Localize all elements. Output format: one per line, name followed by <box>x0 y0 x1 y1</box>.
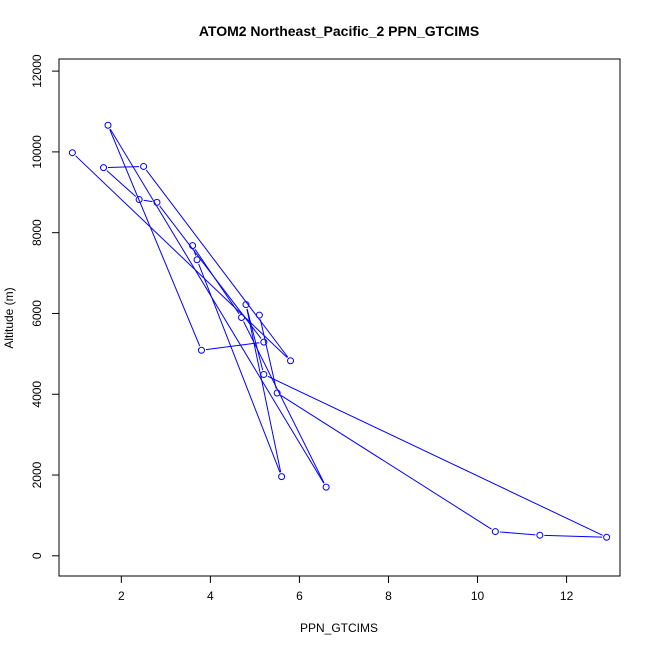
series-segment <box>259 319 277 389</box>
series-segment <box>198 263 281 473</box>
data-point <box>135 196 143 204</box>
series-segment <box>544 534 603 538</box>
series-segment <box>106 170 137 197</box>
series-segment <box>145 169 289 358</box>
series-segment <box>280 395 492 530</box>
data-point <box>260 338 268 346</box>
y-tick-label: 10000 <box>30 135 44 169</box>
data-point <box>68 149 76 157</box>
chart-title: ATOM2 Northeast_Pacific_2 PPN_GTCIMS <box>199 23 479 39</box>
data-point <box>536 531 544 539</box>
y-axis: 0 2000 4000 6000 8000 10000 12000 <box>30 54 60 559</box>
series-line <box>75 128 603 538</box>
data-point <box>140 162 148 170</box>
y-tick-label: 2000 <box>30 461 44 488</box>
y-tick-label: 6000 <box>30 300 44 327</box>
data-point <box>153 198 161 206</box>
series-points <box>68 121 611 541</box>
x-tick-label: 4 <box>207 589 214 603</box>
y-tick-label: 8000 <box>30 219 44 246</box>
x-axis-label: PPN_GTCIMS <box>300 621 378 635</box>
data-point <box>104 121 112 129</box>
x-tick-label: 6 <box>296 589 303 603</box>
data-point <box>287 357 295 365</box>
data-point <box>255 311 263 319</box>
series-segment <box>108 166 140 169</box>
data-point <box>278 473 286 481</box>
data-point <box>491 528 499 536</box>
y-tick-label: 4000 <box>30 381 44 408</box>
series-segment <box>75 155 288 358</box>
x-tick-label: 10 <box>471 589 485 603</box>
series-segment <box>246 308 264 371</box>
y-axis-label: Altitude (m) <box>2 287 16 348</box>
data-point <box>193 256 201 264</box>
data-point <box>322 483 330 491</box>
data-point <box>260 370 268 378</box>
data-point <box>189 242 197 250</box>
series-segment <box>193 249 197 256</box>
series-segment <box>499 531 536 536</box>
x-tick-label: 12 <box>560 589 574 603</box>
y-tick-label: 12000 <box>30 54 44 88</box>
series-segment <box>246 308 282 473</box>
series-segment <box>109 128 325 484</box>
series-segment <box>143 199 153 203</box>
x-tick-label: 2 <box>118 589 125 603</box>
data-point <box>238 314 246 321</box>
series-segment <box>194 249 240 315</box>
y-tick-label: 0 <box>30 552 44 559</box>
data-point <box>603 533 611 541</box>
data-point <box>197 346 205 354</box>
series-segment <box>205 342 260 351</box>
series-segment <box>109 129 201 347</box>
x-tick-label: 8 <box>385 589 392 603</box>
data-point <box>242 301 250 309</box>
data-point <box>273 389 281 397</box>
data-point <box>100 164 108 172</box>
x-axis: 2 4 6 8 10 12 <box>118 575 574 603</box>
series-segment <box>267 375 603 536</box>
